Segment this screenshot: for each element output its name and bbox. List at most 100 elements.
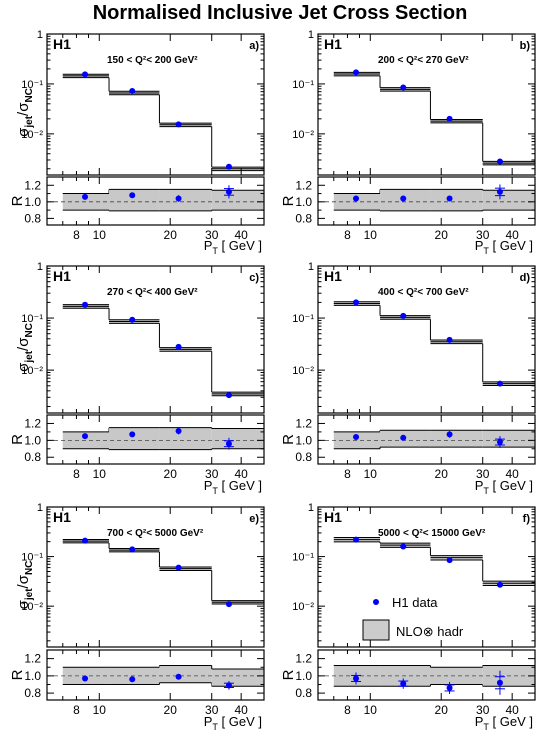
data-point — [496, 158, 503, 165]
ratio-y-tick-label: 1.2 — [295, 416, 312, 430]
top-plot-frame — [46, 506, 265, 648]
x-tick-label: 40 — [234, 703, 248, 717]
ratio-point — [400, 434, 407, 441]
ratio-point — [400, 680, 407, 687]
x-axis-title-unit: [ GeV ] — [489, 238, 533, 253]
ratio-band-bin — [211, 190, 264, 211]
ratio-y-tick-label: 0.8 — [24, 211, 41, 225]
ratio-y-tick-label: 1.2 — [24, 652, 41, 666]
y-axis-title-sub-jet: jet — [24, 115, 35, 128]
x-axis-title-main: P — [475, 714, 484, 729]
x-axis-title-unit: [ GeV ] — [218, 478, 262, 493]
y-tick-label: 1 — [308, 261, 314, 273]
figure-title: Normalised Inclusive Jet Cross Section — [93, 2, 468, 24]
y-tick-label: 10⁻¹ — [21, 552, 43, 564]
ratio-point — [400, 195, 407, 202]
y-axis-title-sigma: σ — [15, 599, 32, 609]
y-axis-title-sub-nc: NC — [24, 323, 35, 337]
x-tick-label: 20 — [164, 228, 178, 242]
x-axis-title-sub: T — [212, 722, 218, 732]
ratio-y-tick-label: 1.0 — [295, 433, 312, 447]
ratio-band-bin — [109, 427, 160, 450]
panel-tag: f) — [523, 513, 531, 525]
ratio-axis-title: R — [9, 669, 26, 680]
q2-range-label: 5000 < Q²< 15000 GeV² — [378, 528, 486, 539]
x-tick-label: 10 — [93, 467, 107, 481]
q2-range-label: 200 < Q²< 270 GeV² — [378, 55, 469, 66]
ratio-y-tick-label: 0.8 — [24, 450, 41, 464]
x-tick-label: 30 — [205, 228, 219, 242]
data-point — [353, 69, 360, 76]
data-point — [129, 546, 136, 553]
x-axis-title-sub: T — [483, 486, 489, 496]
ratio-axis-title: R — [280, 434, 297, 445]
data-point — [225, 601, 232, 608]
ratio-band-bin — [159, 189, 212, 211]
ratio-point — [353, 195, 360, 202]
ratio-axis-title: R — [280, 669, 297, 680]
x-axis-title-main: P — [204, 238, 213, 253]
ratio-band-bin — [159, 427, 212, 450]
panel-tag: b) — [520, 40, 531, 52]
ratio-band-bin — [482, 430, 535, 448]
chart-panel-1: 1 10⁻¹ 10⁻² H1 150 < Q²< 200 GeV² a) 1.2 1.0 0.8… — [9, 29, 265, 256]
x-tick-label: 8 — [344, 467, 351, 481]
y-tick-label: 10⁻² — [292, 129, 314, 141]
y-tick-label: 10⁻¹ — [21, 79, 43, 91]
data-point — [225, 163, 232, 170]
ratio-band-bin — [482, 190, 535, 211]
y-tick-label: 1 — [308, 29, 314, 41]
q2-range-label: 270 < Q²< 400 GeV² — [107, 287, 198, 298]
ratio-band-bin — [430, 667, 483, 685]
q2-range-label: 150 < Q²< 200 GeV² — [107, 55, 198, 66]
q2-range-label: 700 < Q²< 5000 GeV² — [107, 528, 204, 539]
ratio-band-bin — [211, 668, 264, 687]
ratio-point — [225, 682, 232, 689]
experiment-label: H1 — [53, 509, 71, 525]
panel-tag: a) — [249, 40, 259, 52]
data-point — [353, 299, 360, 306]
y-axis-title-sub-nc: NC — [24, 561, 35, 575]
y-tick-label: 10⁻¹ — [292, 313, 314, 325]
y-tick-label: 1 — [37, 29, 43, 41]
chart-panel-3: 1 10⁻¹ 10⁻² H1 270 < Q²< 400 GeV² c) 1.2 1.0 0.8… — [9, 261, 265, 496]
x-tick-label: 8 — [73, 467, 80, 481]
data-point — [82, 71, 89, 78]
top-plot-frame — [46, 265, 265, 414]
x-tick-label: 40 — [505, 228, 519, 242]
experiment-label: H1 — [53, 36, 71, 52]
data-point — [225, 392, 232, 399]
y-axis-title-sigma: σ — [15, 127, 32, 137]
x-tick-label: 40 — [234, 467, 248, 481]
data-point — [446, 336, 453, 343]
ratio-point — [353, 433, 360, 440]
x-tick-label: 8 — [344, 703, 351, 717]
x-tick-label: 10 — [93, 703, 107, 717]
ratio-y-tick-label: 1.2 — [295, 178, 312, 192]
x-tick-label: 20 — [164, 467, 178, 481]
ratio-band-bin — [211, 428, 264, 449]
ratio-point — [496, 439, 503, 446]
y-axis-title-sigma: σ — [15, 362, 32, 372]
ratio-point — [175, 428, 182, 435]
x-tick-label: 30 — [205, 467, 219, 481]
experiment-label: H1 — [324, 36, 342, 52]
x-axis-title-sub: T — [212, 246, 218, 256]
chart-panel-5: 1 10⁻¹ 10⁻² H1 700 < Q²< 5000 GeV² e) 1.2 1.0 0.… — [9, 502, 265, 732]
data-point — [446, 557, 453, 564]
y-tick-label: 10⁻¹ — [292, 552, 314, 564]
x-axis-title: PT [ GeV ] — [475, 238, 533, 256]
y-tick-label: 1 — [308, 502, 314, 514]
y-tick-label: 10⁻² — [21, 365, 43, 377]
legend-band-swatch — [362, 619, 390, 641]
panel-tag: e) — [249, 513, 259, 525]
ratio-point — [225, 440, 232, 447]
y-tick-label: 10⁻² — [21, 601, 43, 613]
ratio-point — [496, 188, 503, 195]
panels-container: 1 10⁻¹ 10⁻² H1 150 < Q²< 200 GeV² a) 1.2 1.0 0.8… — [9, 29, 536, 732]
ratio-y-tick-label: 0.8 — [24, 686, 41, 700]
ratio-point — [175, 195, 182, 202]
y-axis-title-sub-nc: NC — [24, 88, 35, 102]
legend-band-label: NLO⊗ hadr — [396, 624, 464, 639]
